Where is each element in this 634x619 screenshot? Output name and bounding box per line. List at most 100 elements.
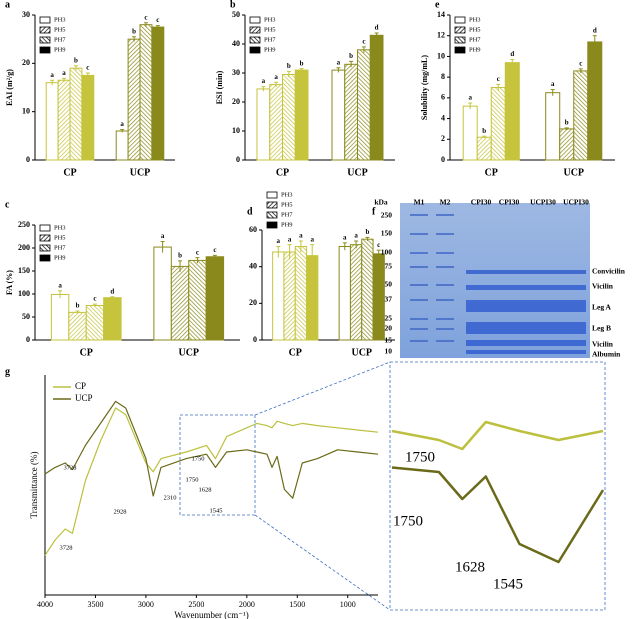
y-tick-label: 250 [18,220,30,229]
significance-letter: c [144,13,147,21]
bar [587,41,603,161]
legend-swatch [249,46,261,54]
x-tick-label: CP [276,167,289,178]
significance-letter: b [76,302,80,310]
marker-label: 25 [385,314,393,323]
legend-label: PH3 [54,16,66,23]
legend-label: PH7 [469,36,481,43]
x-tick-label: UCP [347,167,368,178]
bar [151,26,165,161]
marker-label: 50 [385,280,393,289]
y-axis-label: ESI (min) [215,70,224,104]
bar [283,251,296,341]
significance-letter: c [497,75,500,83]
panel-label: e [435,0,440,10]
legend-swatch [39,46,51,54]
significance-letter: a [262,77,266,85]
significance-letter: a [343,233,347,241]
peak-label: 3728 [60,544,73,551]
marker-label: 15 [385,336,393,345]
legend-label: PH5 [281,201,293,208]
y-tick-label: 10 [232,126,240,135]
y-tick-label: 20 [249,298,257,307]
bar [256,88,271,161]
significance-letter: a [299,232,303,240]
peak-label: 1545 [210,507,223,514]
x-tick-label: 4000 [37,600,53,609]
legend-label: PH9 [281,221,293,228]
band-label: Vicilin [592,282,614,291]
y-axis-label: Transmittance (%) [29,452,39,519]
x-tick-label: 1500 [289,600,305,609]
y-tick-label: 20 [232,97,240,106]
marker-label: 37 [385,295,393,304]
significance-letter: c [362,38,365,46]
marker-label: 100 [381,248,393,257]
legend-label: PH9 [54,46,66,53]
y-tick-label: 4 [441,113,445,122]
lane-label: UCPI30 [563,198,589,207]
legend-swatch [39,36,51,44]
legend-swatch [454,26,466,34]
y-tick-label: 150 [18,266,30,275]
panel-label: b [230,0,236,10]
bar [139,24,153,161]
significance-letter: b [74,56,78,64]
y-tick-label: 100 [18,289,30,298]
x-tick-label: 3500 [87,600,103,609]
bar [369,34,384,161]
significance-letter: a [468,94,472,102]
bar [57,79,71,161]
peak-label: 1628 [199,486,212,493]
legend-label: PH9 [54,254,66,261]
x-tick-label: UCP [351,347,372,358]
legend-swatch [249,36,261,44]
lane-label: M1 [414,198,425,207]
x-tick-label: 1000 [340,600,356,609]
legend-label: PH3 [469,16,481,23]
zoom-guides [179,361,606,611]
bar [504,62,520,161]
bar [344,63,358,161]
y-tick-label: 30 [232,68,240,77]
bar [188,259,207,341]
inset-peak-label: 1750 [393,513,423,529]
marker-label: 10 [385,347,393,356]
legend-label: PH5 [469,26,481,33]
y-tick-label: 14 [437,10,445,19]
bar [462,105,478,161]
bar [294,246,308,341]
x-tick-label: CP [63,167,76,178]
y-tick-label: 0 [253,335,257,344]
bar [331,69,346,161]
significance-letter: a [277,237,281,245]
significance-letter: c [377,241,380,249]
peak-label: 3728 [64,464,77,471]
panel-label: a [5,0,10,10]
y-tick-label: 30 [22,10,30,19]
bar [170,265,190,341]
legend-label: PH7 [264,36,276,43]
band-label: Vicilin [592,340,614,349]
bar [349,244,363,341]
legend-swatch [454,36,466,44]
lane-label: CPI30 [471,198,492,207]
lane-label: M2 [440,198,451,207]
significance-letter: c [93,295,96,303]
bar [573,70,589,161]
x-tick-label: 2500 [188,600,204,609]
band-label: Leg B [592,324,611,333]
legend-swatch [39,254,51,262]
legend-label: PH9 [469,46,481,53]
spectrum-line [44,407,379,556]
legend-swatch [266,201,278,209]
x-axis-label: Wavenumber (cm⁻¹) [174,610,248,619]
y-axis-label: FA (%) [5,270,14,295]
significance-letter: a [274,73,278,81]
significance-letter: a [58,281,62,289]
marker-label: 150 [381,229,393,238]
x-tick-label: CP [485,167,498,178]
legend-swatch [39,26,51,34]
panel-label: f [372,206,376,217]
